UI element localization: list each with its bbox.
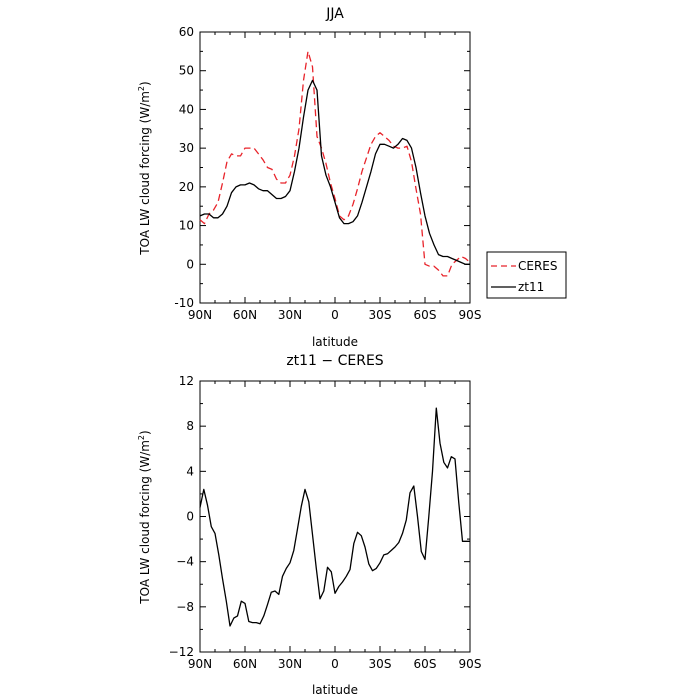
x-tick-label: 90N	[188, 308, 212, 322]
plot-frame	[199, 380, 471, 653]
y-tick-label: 8	[186, 419, 194, 433]
x-tick-label: 90S	[459, 657, 482, 671]
plot-frame	[199, 31, 471, 304]
y-tick-label: -10	[174, 296, 194, 310]
legend-box	[486, 251, 567, 299]
x-tick-label: 60N	[233, 657, 257, 671]
chart-title: zt11 − CERES	[286, 353, 383, 369]
x-axis-ticks: 90N 60N 30N 0 30S 60S 90S	[188, 381, 482, 671]
chart-title: JJA	[325, 6, 344, 22]
x-tick-label: 30N	[278, 308, 302, 322]
x-tick-label: 90N	[188, 657, 212, 671]
plot-area	[199, 31, 471, 304]
y-axis-ticks: −12 −8 −4 0 4 8 12	[169, 374, 470, 659]
y-tick-label: −4	[176, 555, 194, 569]
legend-label-zt11: zt11	[518, 280, 544, 294]
y-tick-label: 4	[186, 464, 194, 478]
y-tick-label: 20	[179, 180, 194, 194]
x-tick-label: 90S	[459, 308, 482, 322]
y-axis-label: TOA LW cloud forcing (W/m2)	[137, 81, 152, 255]
x-tick-label: 0	[331, 308, 339, 322]
y-tick-label: 60	[179, 25, 194, 39]
y-tick-label: 0	[186, 510, 194, 524]
x-tick-label: 0	[331, 657, 339, 671]
legend: CERES zt11	[486, 251, 567, 299]
x-tick-label: 30N	[278, 657, 302, 671]
y-tick-label: 12	[179, 374, 194, 388]
legend-label-ceres: CERES	[518, 259, 558, 273]
y-tick-label: −12	[169, 645, 194, 659]
x-axis-label: latitude	[312, 683, 358, 697]
y-tick-label: −8	[176, 600, 194, 614]
x-tick-label: 60N	[233, 308, 257, 322]
y-tick-label: 0	[186, 257, 194, 271]
x-axis-label: latitude	[312, 335, 358, 349]
y-tick-label: 30	[179, 141, 194, 155]
series-line-difference	[199, 407, 470, 627]
x-tick-label: 30S	[369, 308, 392, 322]
x-axis-ticks: 90N 60N 30N 0 30S 60S 90S	[188, 32, 482, 322]
series-line-zt11	[199, 79, 470, 265]
y-tick-label: 10	[179, 219, 194, 233]
panel-difference: zt11 − CERES 90N 60N 30N 0 30S 60S 90S −12 −8 −4…	[137, 353, 481, 697]
y-axis-label: TOA LW cloud forcing (W/m2)	[137, 430, 152, 604]
x-tick-label: 60S	[414, 308, 437, 322]
y-axis-ticks: -10 0 10 20 30 40 50 60	[174, 25, 470, 310]
panel-jja: JJA 90N 60N 30N 0 30S 60S 90S -10 0 10 20 30 40 50 60…	[137, 6, 567, 349]
y-tick-label: 40	[179, 102, 194, 116]
x-tick-label: 30S	[369, 657, 392, 671]
series-line-ceres	[199, 50, 471, 277]
plot-area	[199, 380, 471, 653]
x-tick-label: 60S	[414, 657, 437, 671]
y-tick-label: 50	[179, 64, 194, 78]
